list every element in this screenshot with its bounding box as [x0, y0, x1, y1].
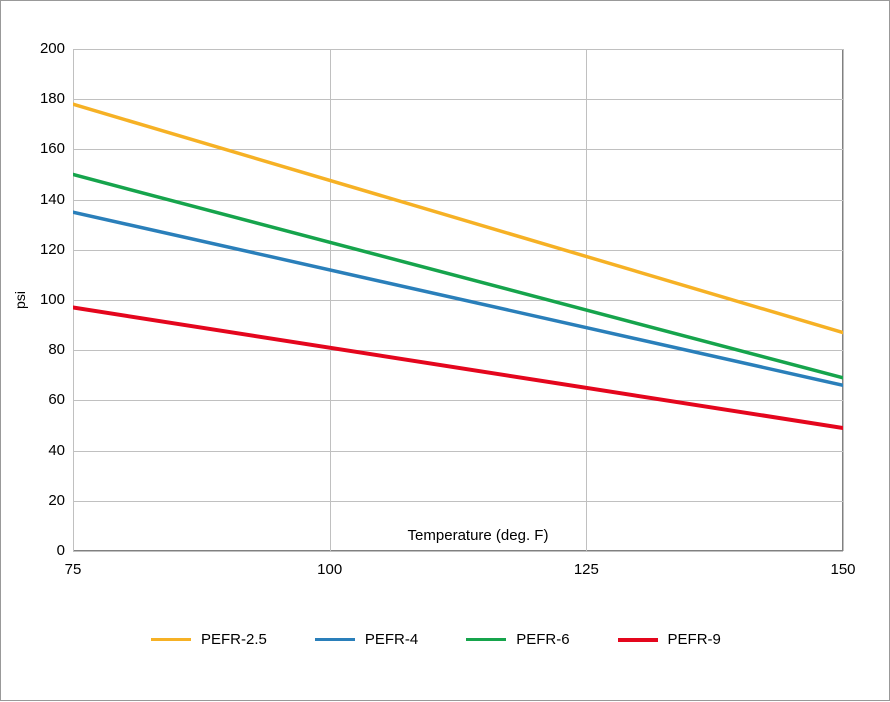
- line-series: [1, 1, 890, 702]
- legend: PEFR-2.5 PEFR-4 PEFR-6 PEFR-9: [151, 631, 721, 648]
- legend-item: PEFR-2.5: [151, 631, 267, 648]
- legend-item: PEFR-9: [618, 631, 721, 648]
- legend-swatch: [315, 638, 355, 641]
- legend-swatch: [466, 638, 506, 641]
- legend-label: PEFR-2.5: [201, 631, 267, 648]
- legend-label: PEFR-6: [516, 631, 569, 648]
- legend-item: PEFR-4: [315, 631, 418, 648]
- legend-swatch: [618, 638, 658, 642]
- chart-container: 020406080100120140160180200 75100125150 …: [0, 0, 890, 701]
- series-line: [73, 175, 843, 378]
- legend-item: PEFR-6: [466, 631, 569, 648]
- legend-label: PEFR-4: [365, 631, 418, 648]
- series-line: [73, 308, 843, 428]
- legend-label: PEFR-9: [668, 631, 721, 648]
- legend-swatch: [151, 638, 191, 641]
